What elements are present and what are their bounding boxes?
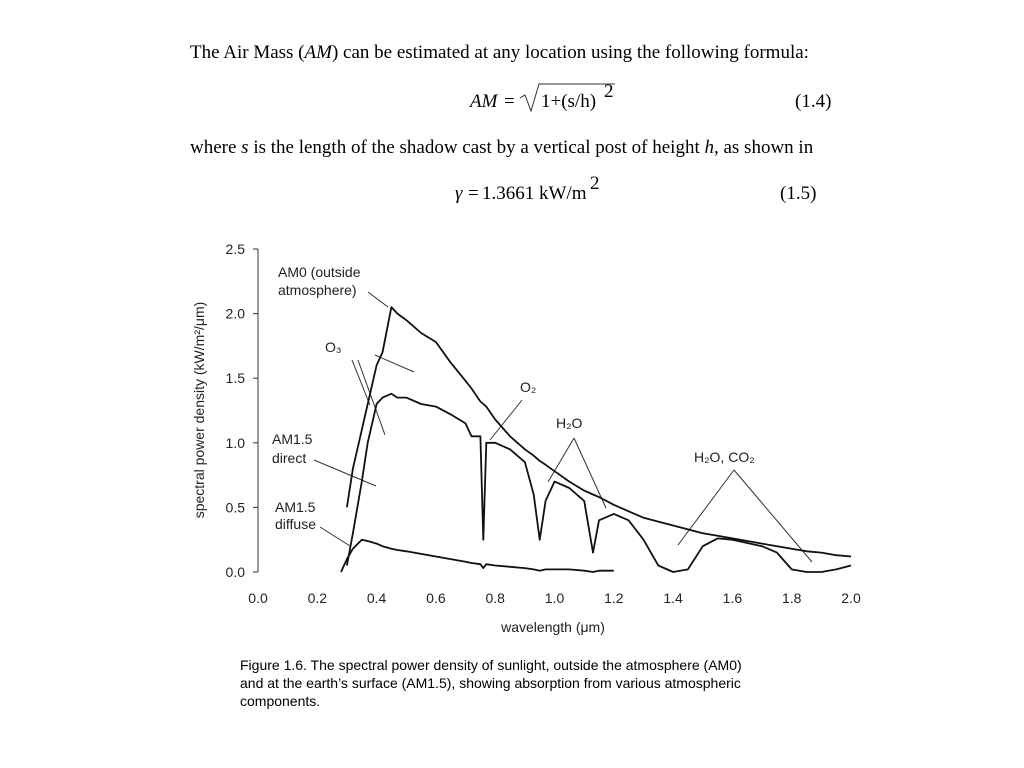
x-tick-label: 0.6 — [426, 590, 446, 606]
equation-radicand: 1+(s/h) — [541, 91, 596, 112]
y-axis-label: spectral power density (kW/m²/μm) — [191, 302, 207, 519]
series-line — [340, 538, 614, 573]
x-tick-label: 0.4 — [367, 590, 387, 606]
text: where — [190, 137, 241, 158]
x-tick-label: 0.0 — [248, 590, 268, 606]
equation-number: (1.4) — [795, 91, 831, 112]
annotation: AM0 (outside — [278, 264, 361, 280]
x-tick-label: 1.6 — [723, 590, 743, 606]
chart: wavelength (μm) spectral power density (… — [191, 241, 861, 635]
x-axis-label: wavelength (μm) — [500, 619, 605, 635]
annotation: O₂ — [520, 379, 536, 395]
x-tick-label: 1.4 — [663, 590, 683, 606]
leader-line — [313, 459, 377, 487]
x-tick-label: 2.0 — [841, 590, 861, 606]
text-line: where s is the length of the shadow cast… — [190, 137, 814, 158]
y-tick-label: 1.0 — [226, 435, 246, 451]
annotation: H₂O — [556, 415, 583, 431]
text: s — [241, 137, 248, 158]
x-tick-label: 1.2 — [604, 590, 624, 606]
y-tick-label: 0.5 — [226, 499, 246, 515]
annotation: diffuse — [275, 516, 316, 532]
equation-exponent: 2 — [590, 173, 600, 194]
x-tick-label: 0.8 — [485, 590, 505, 606]
text: h — [704, 137, 714, 158]
leader-line — [489, 399, 523, 441]
series-line — [346, 306, 852, 558]
leader-line — [319, 526, 351, 547]
annotation: AM1.5 — [272, 431, 313, 447]
annotation: direct — [272, 450, 306, 466]
equation-lhs: AM — [468, 91, 499, 112]
x-tick-label: 1.0 — [545, 590, 565, 606]
text: The Air Mass ( — [190, 42, 305, 63]
equation: AM = 1+(s/h) 2 (1.4) — [468, 81, 831, 113]
equation-exponent: 2 — [604, 81, 614, 102]
series-line — [346, 392, 852, 573]
text: ) can be estimated at any location using… — [332, 42, 809, 63]
equation-value: 1.3661 kW/m — [482, 183, 587, 204]
x-tick-label: 1.8 — [782, 590, 802, 606]
equation-lhs: γ — [455, 183, 463, 204]
leader-line — [677, 469, 813, 563]
y-tick-label: 1.5 — [226, 370, 246, 386]
equation: γ = 1.3661 kW/m 2 (1.5) — [455, 173, 816, 204]
annotation: atmosphere) — [278, 282, 357, 298]
y-tick-label: 2.0 — [226, 306, 246, 322]
equation-sign: = — [468, 183, 479, 204]
y-tick-label: 0.0 — [226, 564, 246, 580]
radical — [519, 83, 615, 113]
text: is the length of the shadow cast by a ve… — [249, 137, 705, 158]
caption-line: components. — [240, 693, 320, 709]
equation-sign: = — [504, 91, 515, 112]
text-line: The Air Mass (AM) can be estimated at an… — [190, 42, 809, 63]
annotation: AM1.5 — [275, 499, 316, 515]
leader-line — [547, 437, 607, 509]
x-tick-label: 0.2 — [308, 590, 328, 606]
text: , as shown in — [714, 137, 814, 158]
caption-line: Figure 1.6. The spectral power density o… — [240, 657, 742, 673]
annotation: O₃ — [325, 339, 342, 355]
leader-line — [351, 354, 415, 436]
leader-line — [367, 291, 389, 308]
y-tick-label: 2.5 — [226, 241, 246, 257]
equation-number: (1.5) — [780, 183, 816, 204]
text: AM — [303, 42, 334, 63]
caption-line: and at the earth’s surface (AM1.5), show… — [240, 675, 741, 691]
annotation: H₂O, CO₂ — [694, 449, 755, 465]
